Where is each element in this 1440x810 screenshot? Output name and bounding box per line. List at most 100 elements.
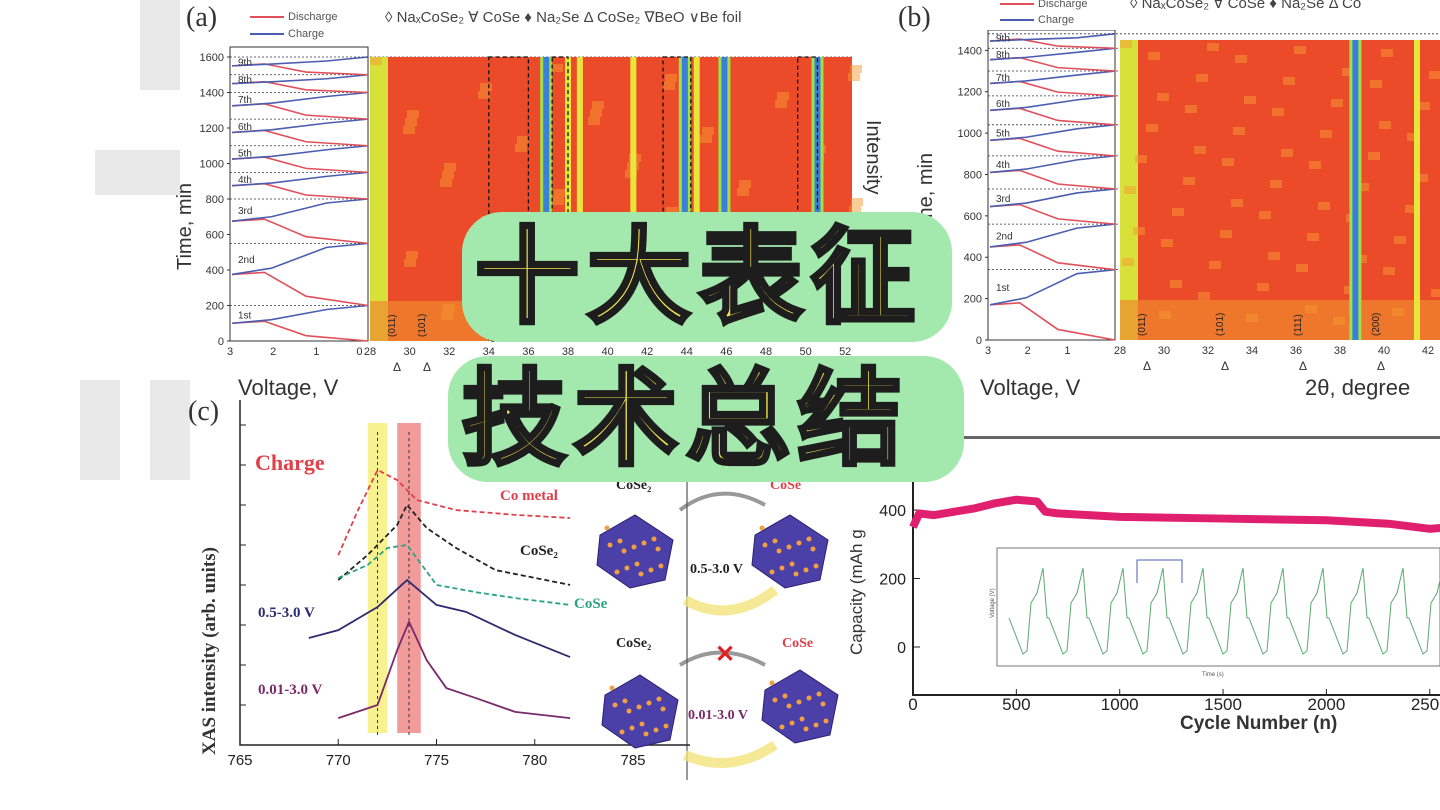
discharge-curve bbox=[989, 244, 1116, 271]
title-backdrop bbox=[462, 212, 952, 342]
heatmap-noise bbox=[848, 73, 860, 81]
atom bbox=[782, 693, 788, 699]
atom bbox=[639, 721, 645, 727]
heatmap-noise bbox=[775, 100, 787, 108]
heatmap-noise bbox=[1231, 199, 1243, 207]
capacity-xlabel: Cycle Number (n) bbox=[1180, 713, 1338, 734]
heatmap-noise bbox=[777, 92, 789, 100]
atom bbox=[619, 729, 625, 735]
hkl-label: (101) bbox=[417, 314, 428, 337]
heatmap-noise bbox=[1318, 202, 1330, 210]
y-tick-label: 0 bbox=[976, 335, 982, 347]
heatmap-noise bbox=[1296, 264, 1308, 272]
heatmap-noise bbox=[1157, 93, 1169, 101]
voltage-tick-label: 1 bbox=[1064, 345, 1070, 357]
heatmap-noise bbox=[1342, 68, 1354, 76]
heatmap-noise bbox=[440, 179, 452, 187]
heatmap-band bbox=[1120, 300, 1440, 340]
x-tick-label: 1500 bbox=[1204, 695, 1242, 714]
scheme-cose-bottom: CoSe bbox=[782, 636, 814, 651]
charge-curve bbox=[231, 56, 369, 67]
y-tick-label: 800 bbox=[206, 194, 224, 206]
x-tick-label: 780 bbox=[522, 752, 547, 769]
heatmap-noise bbox=[1309, 161, 1321, 169]
atom bbox=[621, 548, 627, 554]
peak-stripe-blue bbox=[1352, 40, 1359, 340]
heatmap-edge bbox=[370, 57, 388, 341]
heatmap-noise bbox=[1207, 43, 1219, 51]
peak-stripe-blue bbox=[681, 57, 688, 341]
voltage-tick-label: 2 bbox=[270, 346, 276, 358]
xas-curve bbox=[337, 468, 571, 556]
legend-charge: Charge bbox=[1000, 14, 1074, 26]
x-tick-label: 40 bbox=[1378, 345, 1390, 357]
heatmap-noise bbox=[1405, 205, 1417, 213]
heatmap-noise bbox=[1270, 180, 1282, 188]
heatmap-noise bbox=[1233, 127, 1245, 135]
xas-curve bbox=[337, 543, 571, 606]
inset-voltage-curve bbox=[1008, 567, 1440, 655]
capacity-curve bbox=[909, 495, 1440, 533]
heatmap-noise bbox=[700, 135, 712, 143]
cycle-label: 2nd bbox=[238, 255, 255, 266]
y-tick-label: 1000 bbox=[958, 128, 982, 140]
xas-curve bbox=[337, 619, 571, 719]
heatmap-noise bbox=[1244, 96, 1256, 104]
heatmap-noise bbox=[1379, 121, 1391, 129]
heatmap-noise bbox=[850, 65, 862, 73]
atom bbox=[624, 565, 630, 571]
atom bbox=[772, 538, 778, 544]
atom bbox=[769, 569, 775, 575]
atom bbox=[820, 701, 826, 707]
voltage-tick-label: 0 bbox=[356, 346, 362, 358]
atom bbox=[789, 561, 795, 567]
hkl-label: (111) bbox=[1293, 314, 1304, 336]
voltage-tick-label: 2 bbox=[1025, 345, 1031, 357]
heatmap-noise bbox=[552, 197, 564, 205]
charge-curve bbox=[231, 144, 369, 160]
label-co-metal: Co metal bbox=[500, 488, 558, 504]
heatmap-noise bbox=[1370, 80, 1382, 88]
panel-divider bbox=[950, 436, 1440, 439]
y-tick-label: 1600 bbox=[200, 52, 224, 64]
heatmap-noise bbox=[1120, 40, 1132, 48]
delta-marker: Δ bbox=[423, 360, 431, 374]
y-tick-label: 600 bbox=[206, 230, 224, 242]
charge-curve bbox=[989, 155, 1116, 174]
heatmap-noise bbox=[1161, 239, 1173, 247]
heatmap-noise bbox=[1259, 211, 1271, 219]
y-tick-label: 200 bbox=[964, 294, 982, 306]
peak-stripe-blue bbox=[721, 57, 728, 341]
x-tick-label: 2000 bbox=[1307, 695, 1345, 714]
dashed-region bbox=[551, 56, 569, 342]
atom bbox=[796, 699, 802, 705]
atom bbox=[604, 525, 610, 531]
heatmap-noise bbox=[849, 206, 861, 214]
watermark bbox=[140, 0, 180, 90]
scheme-voltage-bottom: 0.01-3.0 V bbox=[688, 708, 749, 723]
charge-curve bbox=[231, 73, 369, 85]
heatmap bbox=[1120, 40, 1440, 340]
atom bbox=[799, 716, 805, 722]
hkl-label: (200) bbox=[1371, 313, 1382, 336]
heatmap-noise bbox=[478, 91, 490, 99]
delta-marker: Δ bbox=[1299, 359, 1307, 370]
heatmap-noise bbox=[1416, 174, 1428, 182]
hkl-label: (101) bbox=[1215, 313, 1226, 336]
x-tick-label: 42 bbox=[1422, 345, 1434, 357]
voltage-tick-label: 1 bbox=[313, 346, 319, 358]
y-tick-label: 0 bbox=[218, 336, 224, 348]
overlay-title-line2: 技术总结 bbox=[460, 358, 911, 480]
atom bbox=[612, 702, 618, 708]
peak-stripe-yellow bbox=[576, 57, 583, 341]
panel-a-label: (a) bbox=[186, 2, 218, 33]
atom bbox=[816, 691, 822, 697]
y-tick-label: 1400 bbox=[958, 45, 982, 57]
atom bbox=[629, 725, 635, 731]
atom bbox=[638, 571, 644, 577]
x-tick-label: 785 bbox=[620, 752, 645, 769]
label-05-30v: 0.5-3.0 V bbox=[258, 605, 315, 621]
panel-a-voltage-label: Voltage, V bbox=[238, 375, 339, 400]
reversible-arrow bbox=[682, 740, 778, 768]
